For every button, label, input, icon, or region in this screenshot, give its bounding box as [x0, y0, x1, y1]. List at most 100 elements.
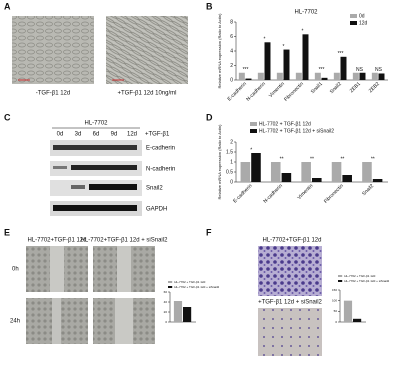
micrograph: [106, 16, 188, 84]
legend-label: HL-7702 + TGF-β1 12d + siSnail2: [174, 285, 219, 289]
significance: **: [340, 156, 344, 162]
column-title: HL-7702+TGF-β1 12d: [28, 238, 87, 244]
bar: [331, 162, 342, 182]
x-tick-label: E-cadherin: [232, 183, 253, 204]
caption: +TGF-β1 12d 10ng/ml: [118, 91, 177, 97]
bar: [362, 162, 372, 182]
protein-label: E-cadherin: [146, 146, 175, 152]
x-tick-label: N-cadherin: [262, 183, 284, 205]
bar: [283, 49, 290, 80]
bar: [333, 72, 340, 80]
y-tick-label: 40: [164, 300, 168, 304]
micrograph: [258, 246, 322, 296]
panel-label: C: [4, 112, 11, 122]
bar: [312, 178, 322, 182]
significance: *: [283, 44, 285, 50]
significance: NS: [375, 67, 383, 73]
y-axis-label: Relative mRNA expression (Ratio to Actin…: [217, 124, 222, 200]
legend-swatch: [250, 129, 257, 133]
y-tick-label: 60: [164, 290, 168, 294]
row-label: 24h: [10, 319, 20, 325]
bar: [342, 175, 352, 182]
bar: [372, 179, 383, 182]
bar: [343, 300, 353, 322]
bar: [276, 72, 283, 80]
legend-swatch: [338, 275, 343, 277]
significance: ***: [338, 51, 344, 57]
y-tick-label: 100: [332, 298, 337, 302]
lane-label: 3d: [75, 132, 82, 138]
legend-label: HL-7702 + TGF-β1 12d + siSnail2: [259, 128, 334, 134]
bar: [238, 72, 245, 80]
lane-label: 6d: [93, 132, 100, 138]
protein-label: GAPDH: [146, 207, 167, 213]
y-tick-label: 0.5: [226, 169, 233, 175]
bar: [240, 162, 251, 182]
bar: [295, 72, 302, 80]
legend-swatch: [250, 122, 257, 126]
bar: [281, 173, 292, 182]
x-tick-label: Fibronectin: [283, 81, 305, 103]
scratch-images: [26, 246, 155, 344]
panel-label: E: [4, 227, 10, 237]
bar: [359, 72, 366, 80]
image-title: HL-7702+TGF-β1 12d: [263, 238, 322, 244]
legend-swatch: [350, 14, 357, 18]
y-tick-label: 1: [230, 159, 233, 165]
y-tick-label: 4: [230, 48, 233, 54]
panel-label: F: [206, 227, 212, 237]
x-tick-label: Snail1: [310, 81, 324, 95]
y-tick-label: 2: [230, 63, 233, 69]
bar: [371, 72, 378, 80]
y-tick-label: 0: [230, 77, 233, 83]
panel-label: D: [206, 112, 213, 122]
y-tick-label: 2: [230, 139, 233, 145]
bar: [314, 72, 321, 80]
bar: [302, 34, 309, 80]
treatment-label: +TGF-β1: [145, 132, 170, 138]
significance: *: [264, 37, 266, 43]
legend-swatch: [168, 286, 173, 288]
significance: **: [280, 156, 284, 162]
lane-label: 0d: [57, 132, 64, 138]
x-tick-label: Vimentin: [268, 81, 286, 99]
panel-label: A: [4, 1, 11, 11]
significance: *: [302, 29, 304, 35]
protein-label: Snail2: [146, 186, 163, 192]
x-tick-label: ZEB1: [349, 81, 362, 94]
significance: **: [310, 156, 314, 162]
bar: [270, 162, 281, 182]
bar: [352, 72, 359, 80]
bar: [257, 72, 264, 80]
legend-swatch: [338, 280, 343, 282]
image-title: +TGF-β1 12d + siSnail2: [258, 300, 322, 306]
legend-label: 0d: [359, 13, 365, 19]
significance: ***: [319, 67, 325, 73]
y-tick-label: 0: [165, 320, 167, 324]
row-label: 0h: [12, 267, 19, 273]
bar: [183, 307, 192, 322]
bar: [251, 153, 261, 182]
x-tick-label: ZEB2: [368, 81, 381, 94]
chart-title: HL-7702: [294, 10, 318, 16]
y-tick-label: 50: [334, 309, 338, 313]
panel-label: B: [206, 1, 213, 11]
bar: [340, 56, 347, 80]
x-tick-label: Vimentin: [296, 183, 314, 201]
bar: [245, 78, 252, 80]
micrograph: [12, 16, 94, 84]
column-title: HL-7702+TGF-β1 12d + siSnail2: [81, 238, 168, 244]
legend-swatch: [350, 21, 357, 25]
bar: [321, 77, 328, 80]
x-tick-label: Fibronectin: [323, 183, 345, 205]
y-tick-label: 8: [230, 19, 233, 25]
bar: [173, 301, 183, 322]
lane-label: 9d: [111, 132, 118, 138]
protein-label: N-cadherin: [146, 167, 175, 173]
bar: [378, 73, 385, 80]
x-tick-label: Snail2: [361, 183, 375, 197]
legend-label: HL-7702 + TGF-β1 12d: [174, 280, 205, 284]
legend-label: HL-7702 + TGF-β1 12d: [259, 121, 311, 127]
